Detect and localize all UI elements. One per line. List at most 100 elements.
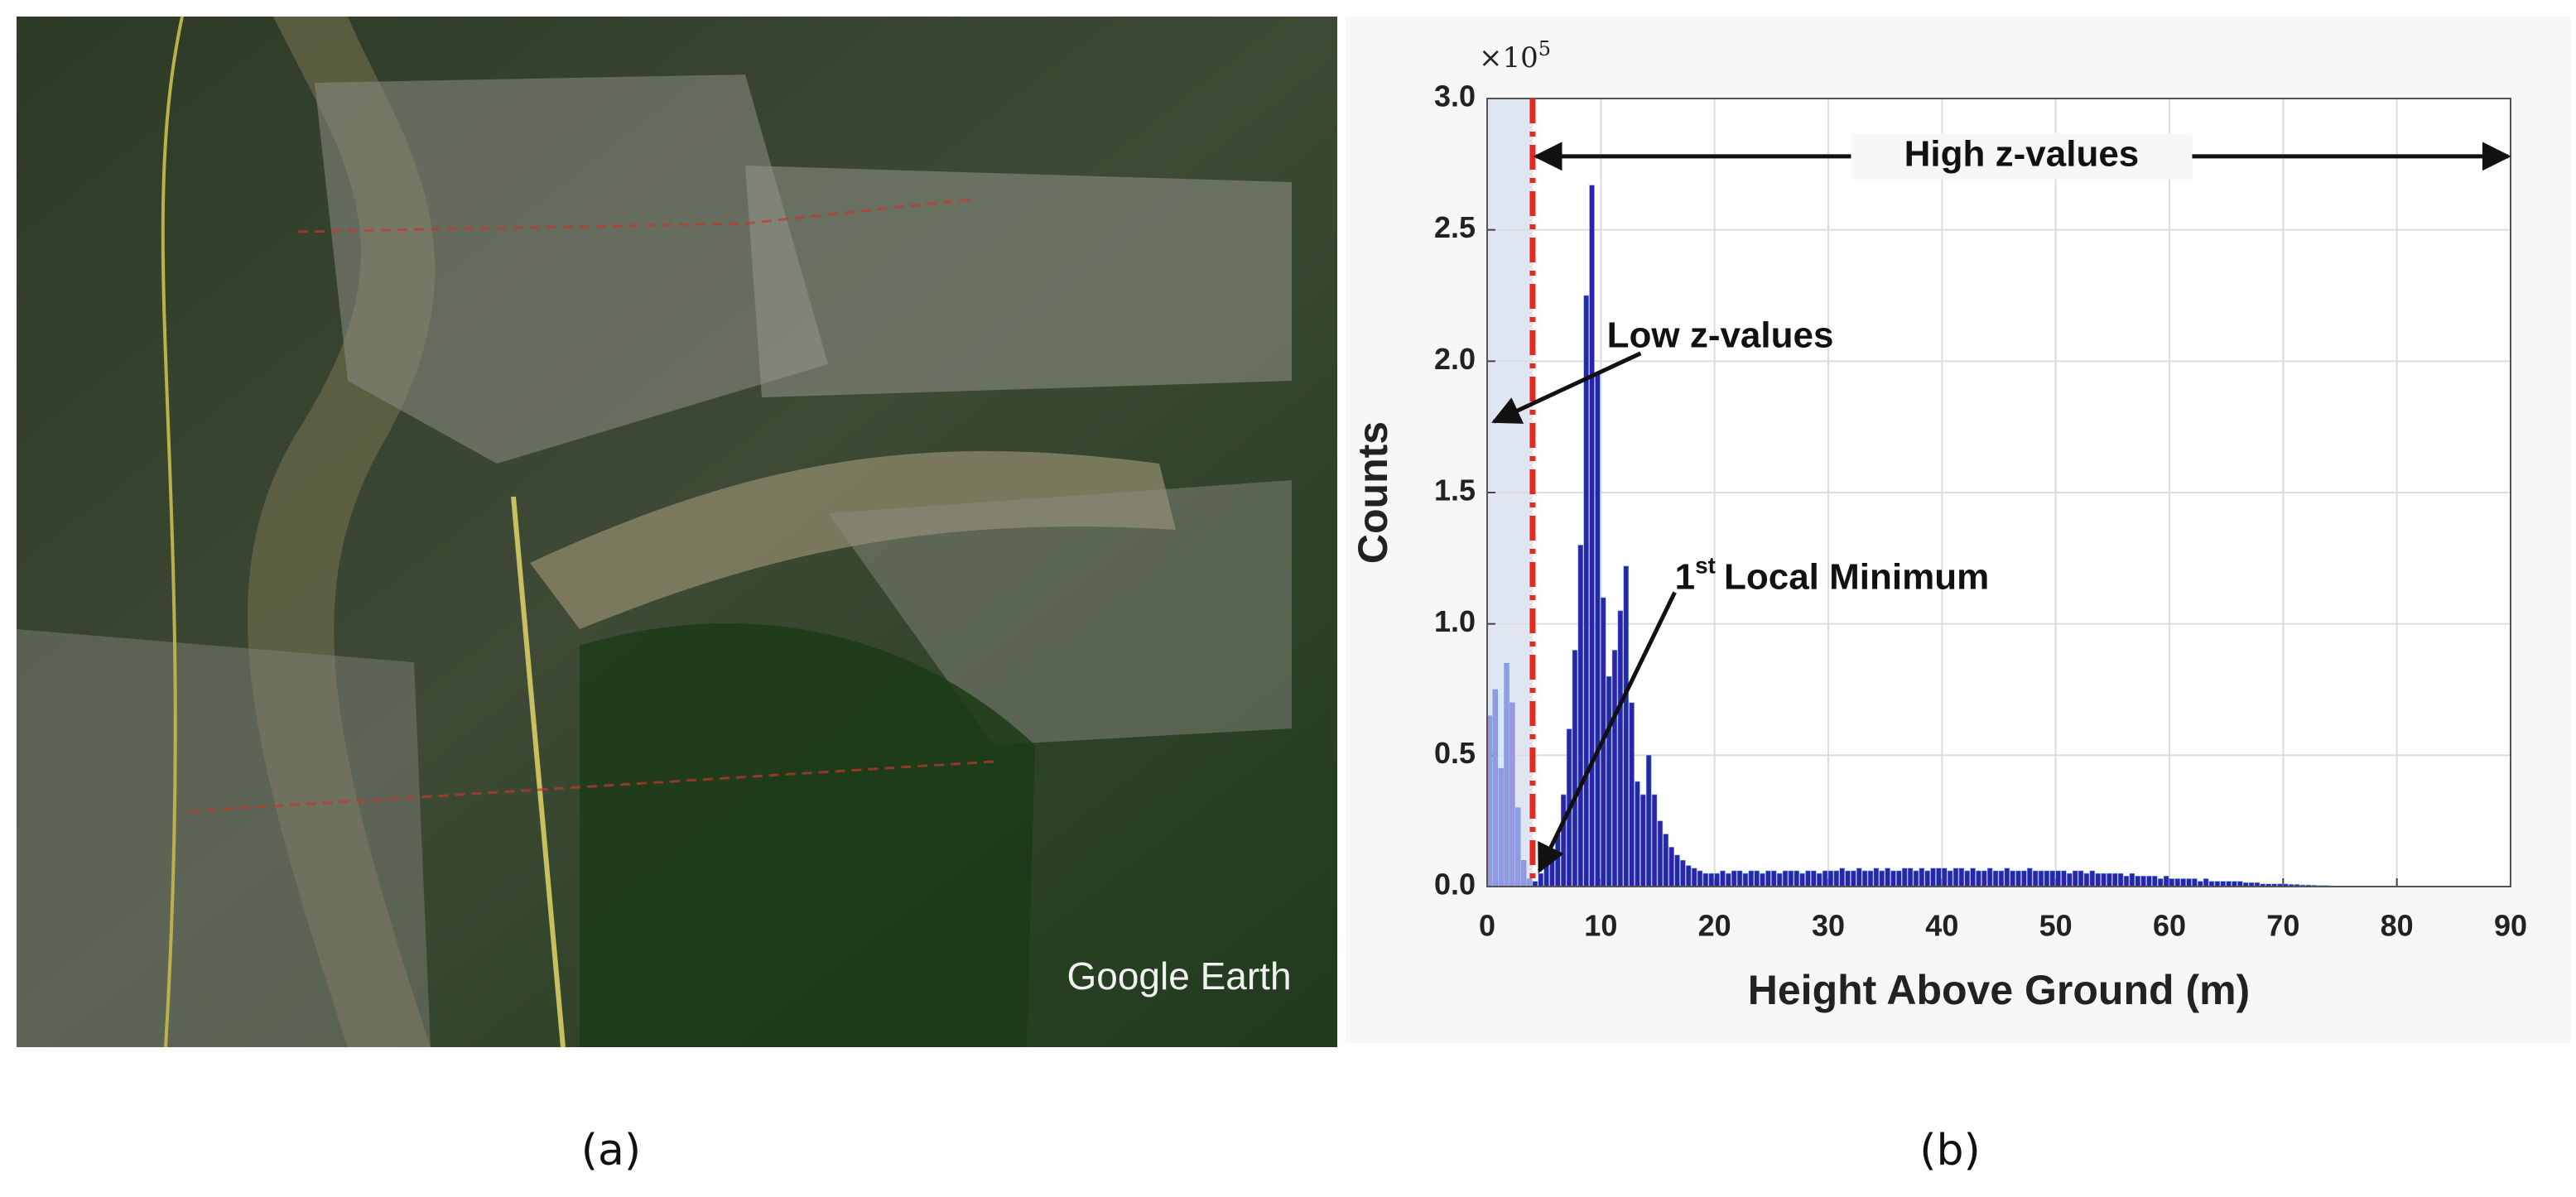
bar (1742, 873, 1749, 887)
x-tick-label: 80 (2381, 909, 2414, 943)
bar (1992, 870, 1999, 887)
bar (1952, 868, 1959, 887)
bar (2152, 876, 2158, 887)
bar (2089, 870, 2096, 887)
bar (2146, 876, 2152, 887)
bar (2180, 878, 2186, 887)
annotation: High z-values (1904, 133, 2140, 174)
bar (2163, 876, 2169, 887)
bar (2157, 878, 2164, 887)
chart: 0.0 0.5 1.0 1.5 2.0 2.5 3.0 0 10 20 30 40 50 60 70 80 90… (1350, 37, 2527, 1014)
bar (1623, 565, 1629, 887)
annotation: 1st Local Minimum (1675, 553, 1990, 597)
bar (1930, 868, 1936, 887)
bar (1811, 870, 1817, 887)
bar (1851, 870, 1856, 887)
bar (1617, 610, 1624, 887)
x-tick-label: 70 (2266, 909, 2299, 943)
bar (1760, 873, 1765, 887)
bar (2192, 878, 2198, 887)
satellite-image: Google Earth (17, 16, 1337, 1048)
bar (1805, 870, 1811, 887)
bar (2186, 878, 2192, 887)
bar (2032, 870, 2039, 887)
y-tick-label: 0.5 (1434, 736, 1476, 770)
bar (2083, 873, 2090, 887)
bar (1873, 868, 1880, 887)
bar (1885, 868, 1890, 887)
x-tick-label: 90 (2494, 909, 2527, 943)
bar (1731, 870, 1737, 887)
bar (1509, 702, 1515, 887)
bar (1720, 870, 1726, 887)
bar (1697, 870, 1703, 887)
y-tick-label: 0.0 (1434, 868, 1476, 901)
bar (2044, 870, 2050, 887)
bar (1629, 702, 1635, 887)
multiplier-base: ×10 (1479, 41, 1538, 75)
bar (2117, 873, 2124, 887)
watermark: Google Earth (1067, 954, 1291, 997)
multiplier-exponent: 5 (1538, 37, 1551, 60)
bar (2055, 870, 2061, 887)
bar (2123, 876, 2130, 887)
bar (1986, 868, 1993, 887)
bar (1498, 767, 1504, 887)
annotation-arrow (1537, 591, 1677, 874)
bar (1657, 820, 1664, 887)
bar (1504, 662, 1509, 887)
bar (1754, 870, 1760, 887)
bar (2038, 870, 2044, 887)
bar (2174, 878, 2181, 887)
x-tick-label: 30 (1812, 909, 1845, 943)
bar (1976, 870, 1981, 887)
bar (1794, 870, 1799, 887)
bar (1776, 873, 1783, 887)
bar (1856, 868, 1862, 887)
bar (1942, 868, 1948, 887)
plot-frame (1486, 98, 2511, 887)
bar (1771, 870, 1777, 887)
bar (2049, 870, 2055, 887)
bar (1572, 650, 1578, 887)
y-tick-label: 3.0 (1434, 79, 1476, 113)
bar (1896, 870, 1902, 887)
bar (1708, 873, 1714, 887)
bar (2004, 868, 2010, 887)
y-axis-label: Counts (1350, 421, 1396, 564)
bar (1879, 870, 1885, 887)
bar (1702, 873, 1709, 887)
bar (2061, 870, 2067, 887)
bar (1520, 859, 1527, 887)
bar (1867, 870, 1874, 887)
bar (1913, 870, 1919, 887)
bar (2021, 870, 2027, 887)
bar (1748, 870, 1755, 887)
y-multiplier: ×105 (1479, 37, 1551, 75)
bar (2140, 876, 2146, 887)
bar (2078, 870, 2084, 887)
y-tick-label: 1.5 (1434, 474, 1476, 507)
bar (1589, 185, 1595, 887)
bar (2169, 878, 2175, 887)
bar (1714, 873, 1720, 887)
bar (1907, 868, 1914, 887)
bar (1845, 870, 1851, 887)
bar (1577, 545, 1584, 887)
bar (1680, 859, 1686, 887)
bar (1640, 794, 1646, 887)
bar (2010, 870, 2015, 887)
bar (1611, 650, 1618, 887)
bar (1822, 870, 1828, 887)
bar (2129, 873, 2135, 887)
bar (1691, 868, 1697, 887)
x-axis-label: Height Above Ground (m) (1748, 967, 2250, 1013)
annotation: Low z-values (1607, 315, 1834, 355)
bar (1901, 868, 1908, 887)
bar (1651, 794, 1658, 887)
bar (1958, 868, 1965, 887)
bar (2101, 873, 2107, 887)
bar (1816, 873, 1822, 887)
annotation-arrow (1491, 351, 1642, 424)
bar (1606, 675, 1612, 887)
